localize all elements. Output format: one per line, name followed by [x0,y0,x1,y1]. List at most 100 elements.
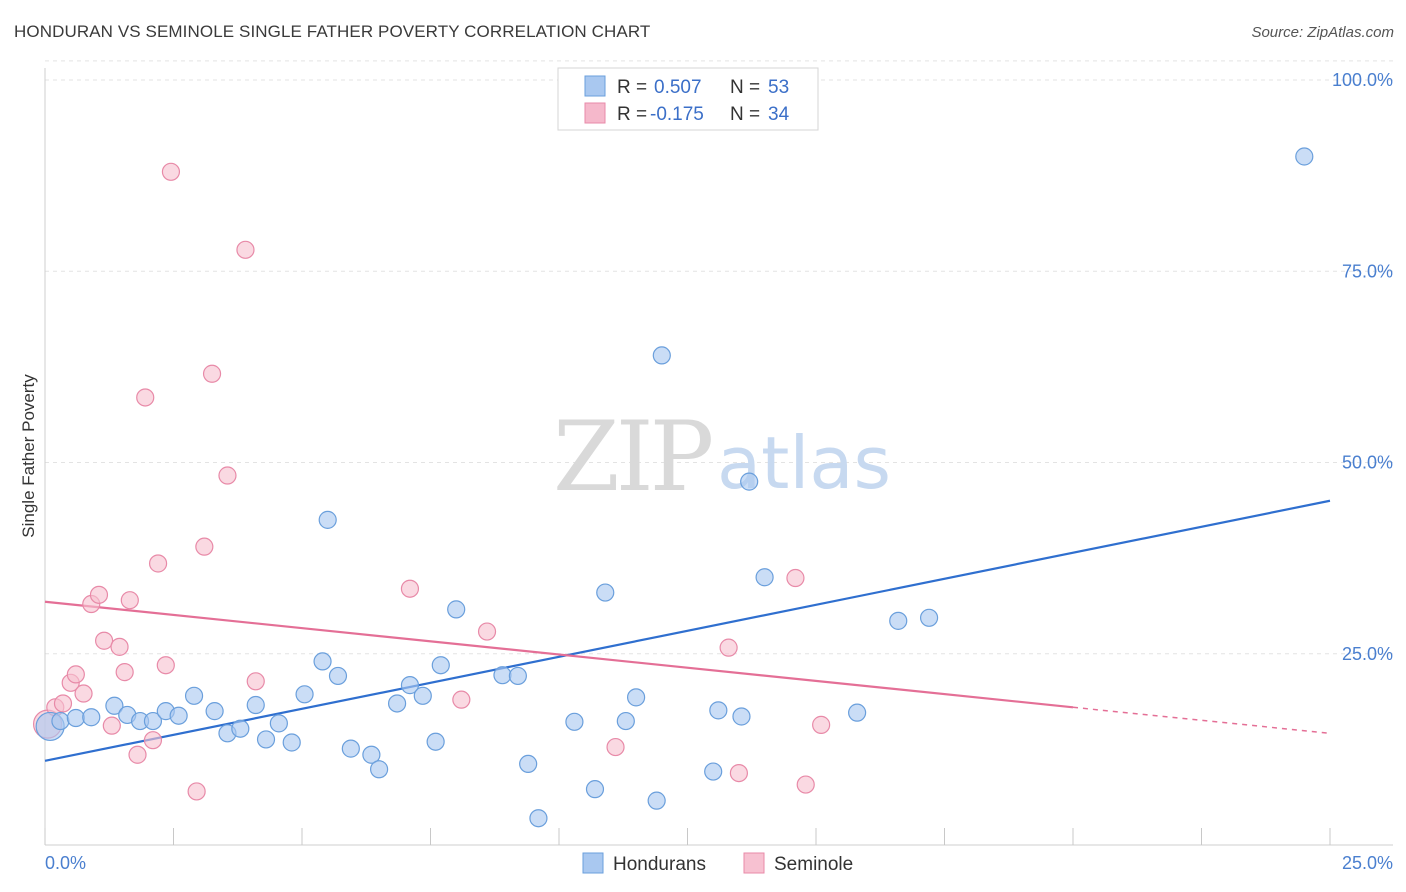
point-hondurans [652,346,671,365]
legend-swatch-hondurans [584,75,606,97]
source-label: Source: ZipAtlas.com [1251,24,1394,41]
point-seminole [452,690,471,709]
point-hondurans [400,676,420,695]
trend-line-seminole [44,600,1074,709]
point-hondurans [370,760,389,779]
point-hondurans [447,600,466,619]
point-hondurans [328,666,348,686]
watermark: ZIP atlas [553,401,891,513]
point-seminole [95,631,114,650]
point-seminole [66,665,85,684]
point-hondurans [508,666,527,686]
point-hondurans [431,656,450,675]
point-seminole [796,775,815,794]
point-hondurans [105,696,124,715]
legend-r-label-hondurans: R = [617,77,647,98]
point-seminole [136,388,155,407]
point-hondurans [755,568,774,587]
legend-n-value-hondurans: 53 [768,77,789,98]
point-hondurans [362,745,381,764]
point-hondurans [231,719,250,738]
legend-swatch-seminole [584,102,606,124]
point-hondurans [626,688,646,707]
point-hondurans [256,730,276,749]
legend-r-value-hondurans: 0.507 [654,77,702,98]
legend-n-label-hondurans: N = [730,77,760,98]
point-hondurans [184,686,204,705]
bottom-legend-swatch-seminole [743,852,765,874]
point-hondurans [1295,147,1314,166]
point-seminole [786,568,805,588]
point-hondurans [82,708,101,727]
bottom-legend: Hondurans Seminole [582,852,853,875]
point-hondurans [205,702,224,721]
y-tick-label-25: 25.0% [1342,644,1393,664]
point-hondurans [519,754,538,774]
point-hondurans [318,510,337,529]
legend-r-value-seminole: -0.175 [650,104,704,125]
point-seminole [400,579,420,598]
watermark-atlas: atlas [717,421,891,505]
point-seminole [74,684,93,703]
y-axis-label: Single Father Poverty [19,374,38,538]
point-seminole [53,694,73,713]
point-hondurans [919,608,939,627]
point-hondurans [387,694,407,713]
point-seminole [218,466,237,485]
point-seminole [148,554,168,573]
point-hondurans [426,732,445,751]
point-seminole [606,737,625,757]
point-seminole [120,591,139,610]
point-hondurans [246,695,265,715]
point-hondurans [143,711,163,731]
y-tick-label-50: 50.0% [1342,453,1393,473]
point-hondurans [282,733,301,752]
watermark-zip: ZIP [553,401,712,513]
trend-line-seminole-extension [1072,706,1331,735]
point-seminole [729,763,749,783]
bottom-legend-swatch-hondurans [582,852,604,874]
point-hondurans [704,762,723,781]
point-hondurans [313,652,332,671]
y-tick-label-75: 75.0% [1342,261,1393,281]
point-hondurans [565,712,584,731]
point-hondurans [848,703,867,722]
point-seminole [187,782,206,801]
x-tick-label-max: 25.0% [1342,853,1393,873]
point-hondurans [295,685,314,704]
chart-title: HONDURAN VS SEMINOLE SINGLE FATHER POVER… [14,22,651,41]
point-seminole [477,622,497,641]
bottom-legend-label-hondurans: Hondurans [613,854,706,875]
point-hondurans [889,611,908,630]
point-hondurans [585,780,605,799]
point-seminole [195,537,214,556]
point-seminole [161,162,181,181]
point-hondurans [269,714,288,733]
point-hondurans [709,701,728,720]
point-hondurans [740,472,759,491]
point-hondurans [647,791,666,810]
point-hondurans [732,707,751,726]
point-hondurans [596,583,615,602]
point-seminole [143,731,163,750]
point-seminole [102,716,121,735]
point-hondurans [493,666,512,685]
point-seminole [812,715,831,734]
x-tick-marks [44,828,1331,845]
point-seminole [115,663,134,682]
point-seminole [156,656,175,675]
legend-n-value-seminole: 34 [768,104,790,125]
point-hondurans [529,809,548,828]
point-hondurans [169,706,188,725]
gridlines [45,60,1393,655]
y-tick-label-100: 100.0% [1332,70,1393,90]
legend-box: R = 0.507 N = 53 R = -0.175 N = 34 [557,67,819,131]
point-seminole [202,364,222,383]
legend-n-label-seminole: N = [730,104,760,125]
data-points [32,147,1314,828]
trend-line-hondurans [44,499,1331,762]
point-hondurans [341,739,360,758]
point-hondurans [66,708,85,728]
point-seminole [128,745,147,764]
